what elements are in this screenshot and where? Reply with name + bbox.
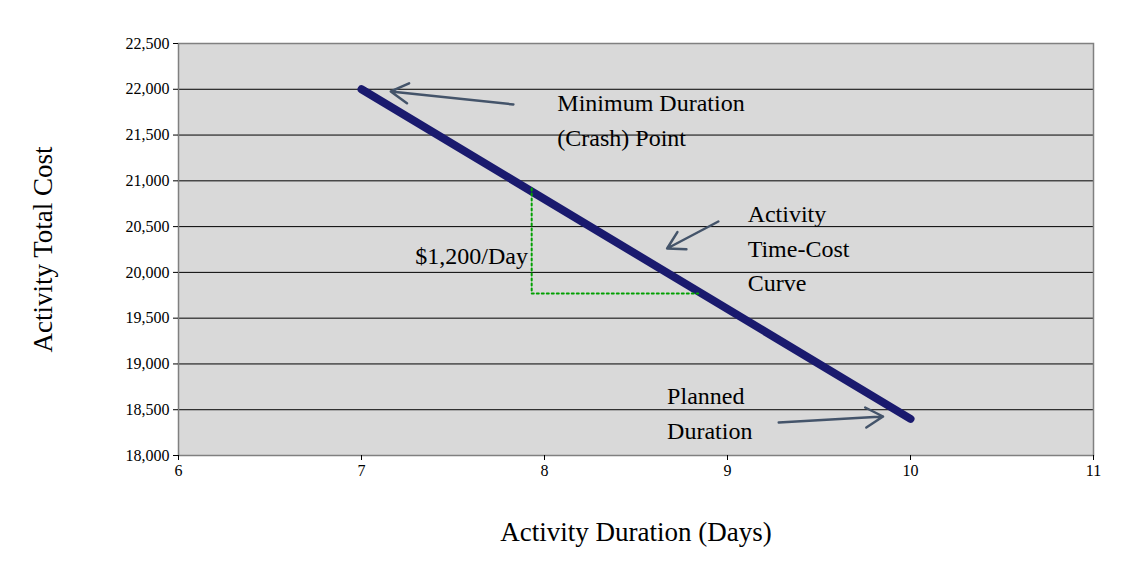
svg-text:$1,200/Day: $1,200/Day: [415, 243, 528, 269]
svg-text:8: 8: [541, 462, 549, 479]
svg-text:18,500: 18,500: [126, 401, 170, 418]
svg-text:Minimum Duration(Crash) Point: Minimum Duration(Crash) Point: [557, 90, 744, 151]
svg-text:20,000: 20,000: [126, 264, 170, 281]
svg-text:PlannedDuration: PlannedDuration: [667, 383, 752, 444]
svg-text:7: 7: [358, 462, 366, 479]
svg-text:Activity Total Cost: Activity Total Cost: [28, 146, 58, 353]
svg-text:6: 6: [175, 462, 183, 479]
svg-text:20,500: 20,500: [126, 218, 170, 235]
svg-text:22,500: 22,500: [126, 35, 170, 52]
svg-text:ActivityTime-CostCurve: ActivityTime-CostCurve: [748, 201, 850, 297]
svg-text:22,000: 22,000: [126, 80, 170, 97]
svg-text:21,500: 21,500: [126, 126, 170, 143]
svg-text:11: 11: [1086, 462, 1101, 479]
svg-text:19,000: 19,000: [126, 355, 170, 372]
svg-text:10: 10: [903, 462, 919, 479]
svg-text:21,000: 21,000: [126, 172, 170, 189]
svg-text:18,000: 18,000: [126, 447, 170, 464]
svg-text:Activity Duration (Days): Activity Duration (Days): [500, 517, 771, 547]
svg-text:9: 9: [724, 462, 732, 479]
svg-text:19,500: 19,500: [126, 309, 170, 326]
